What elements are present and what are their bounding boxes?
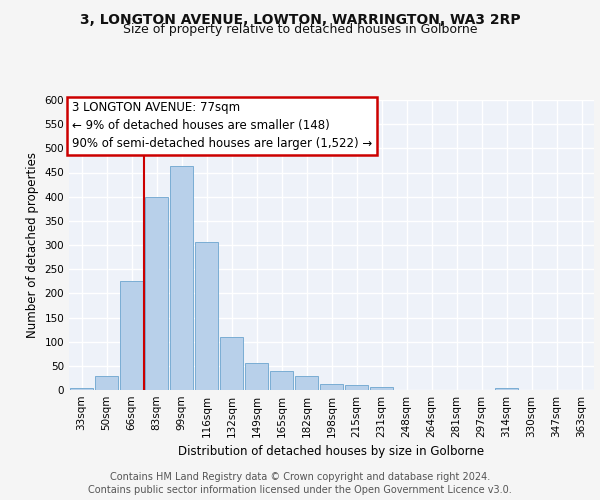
- Bar: [295, 376, 318, 390]
- Y-axis label: Number of detached properties: Number of detached properties: [26, 152, 39, 338]
- Bar: [95, 376, 118, 390]
- Bar: [170, 166, 193, 390]
- Bar: [345, 384, 368, 390]
- Bar: [120, 281, 143, 390]
- Bar: [145, 196, 168, 390]
- Bar: [370, 387, 393, 390]
- Bar: [270, 371, 293, 390]
- Bar: [70, 388, 93, 390]
- Text: Contains public sector information licensed under the Open Government Licence v3: Contains public sector information licen…: [88, 485, 512, 495]
- Text: 3, LONGTON AVENUE, LOWTON, WARRINGTON, WA3 2RP: 3, LONGTON AVENUE, LOWTON, WARRINGTON, W…: [80, 12, 520, 26]
- Bar: [320, 384, 343, 390]
- Bar: [195, 242, 218, 390]
- Bar: [245, 364, 268, 390]
- Text: 3 LONGTON AVENUE: 77sqm
← 9% of detached houses are smaller (148)
90% of semi-de: 3 LONGTON AVENUE: 77sqm ← 9% of detached…: [71, 102, 372, 150]
- Bar: [495, 388, 518, 390]
- Text: Contains HM Land Registry data © Crown copyright and database right 2024.: Contains HM Land Registry data © Crown c…: [110, 472, 490, 482]
- X-axis label: Distribution of detached houses by size in Golborne: Distribution of detached houses by size …: [178, 446, 485, 458]
- Text: Size of property relative to detached houses in Golborne: Size of property relative to detached ho…: [123, 22, 477, 36]
- Bar: [220, 337, 243, 390]
